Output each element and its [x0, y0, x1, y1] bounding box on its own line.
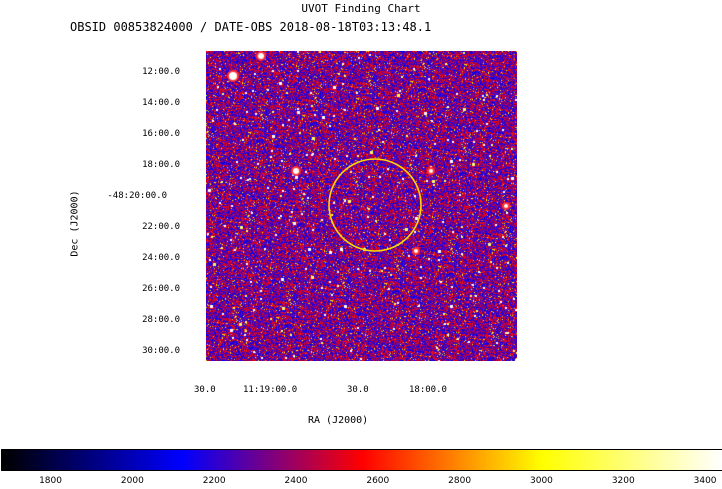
x-axis-label: RA (J2000)	[308, 415, 369, 426]
colorbar-tick-label: 3400	[693, 476, 717, 486]
sky-image	[206, 51, 517, 361]
x-tick-label: 30.0	[347, 385, 369, 395]
target-region-circle	[328, 158, 422, 252]
x-tick-label: 18:00.0	[409, 385, 447, 395]
colorbar	[1, 449, 722, 471]
marker-overlay	[328, 158, 422, 252]
colorbar-tick-label: 3000	[530, 476, 553, 486]
sky-field-canvas	[206, 51, 517, 361]
y-axis-label: Dec (J2000)	[69, 190, 81, 257]
colorbar-tick-label: 2600	[366, 476, 390, 486]
y-tick-label: 24:00.0	[142, 253, 180, 263]
y-tick-label: 28:00.0	[142, 315, 180, 325]
colorbar-tick-label: 2400	[284, 476, 308, 486]
y-tick-label: -48:20:00.0	[107, 191, 167, 201]
y-tick-label: 22:00.0	[142, 222, 180, 232]
y-tick-label: 14:00.0	[142, 98, 180, 108]
x-tick-label: 30.0	[194, 385, 216, 395]
y-tick-label: 12:00.0	[142, 67, 180, 77]
y-tick-label: 30:00.0	[142, 346, 180, 356]
colorbar-tick-label: 2800	[448, 476, 472, 486]
colorbar-gradient	[2, 450, 722, 470]
y-tick-label: 16:00.0	[142, 129, 180, 139]
chart-subtitle: OBSID 00853824000 / DATE-OBS 2018-08-18T…	[70, 20, 432, 34]
colorbar-tick-label: 2000	[120, 476, 144, 486]
colorbar-tick-label: 3200	[611, 476, 635, 486]
colorbar-tick-label: 1800	[39, 476, 62, 486]
x-tick-label: 11:19:00.0	[243, 385, 298, 395]
colorbar-tick-label: 2200	[202, 476, 226, 486]
y-tick-label: 26:00.0	[142, 284, 180, 294]
chart-title: UVOT Finding Chart	[301, 2, 421, 15]
y-tick-label: 18:00.0	[142, 160, 180, 170]
